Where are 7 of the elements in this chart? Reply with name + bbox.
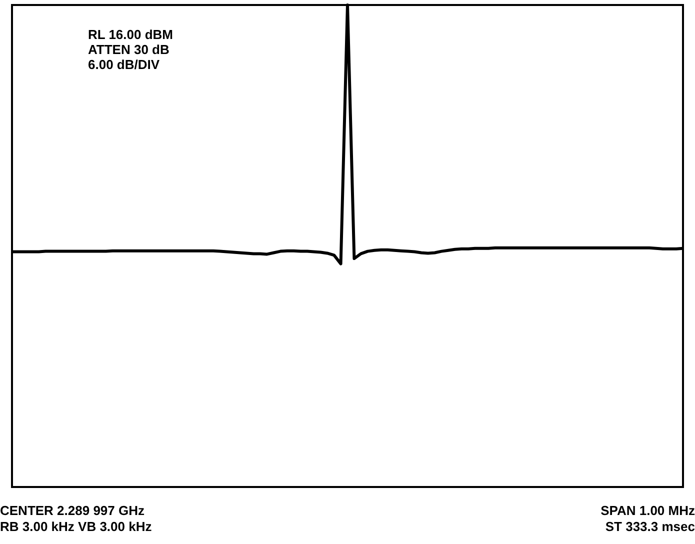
annotation: RL 16.00 dBM xyxy=(88,27,174,42)
text: ST 333.3 msec xyxy=(605,519,695,534)
annotation: 6.00 dB/DIV xyxy=(88,57,160,72)
text: CENTER 2.289 997 GHz xyxy=(0,503,146,518)
text: RB 3.00 kHz VB 3.00 kHz xyxy=(0,519,152,534)
text: SPAN 1.00 MHz xyxy=(600,503,695,518)
annotation: ATTEN 30 dB xyxy=(88,42,170,57)
